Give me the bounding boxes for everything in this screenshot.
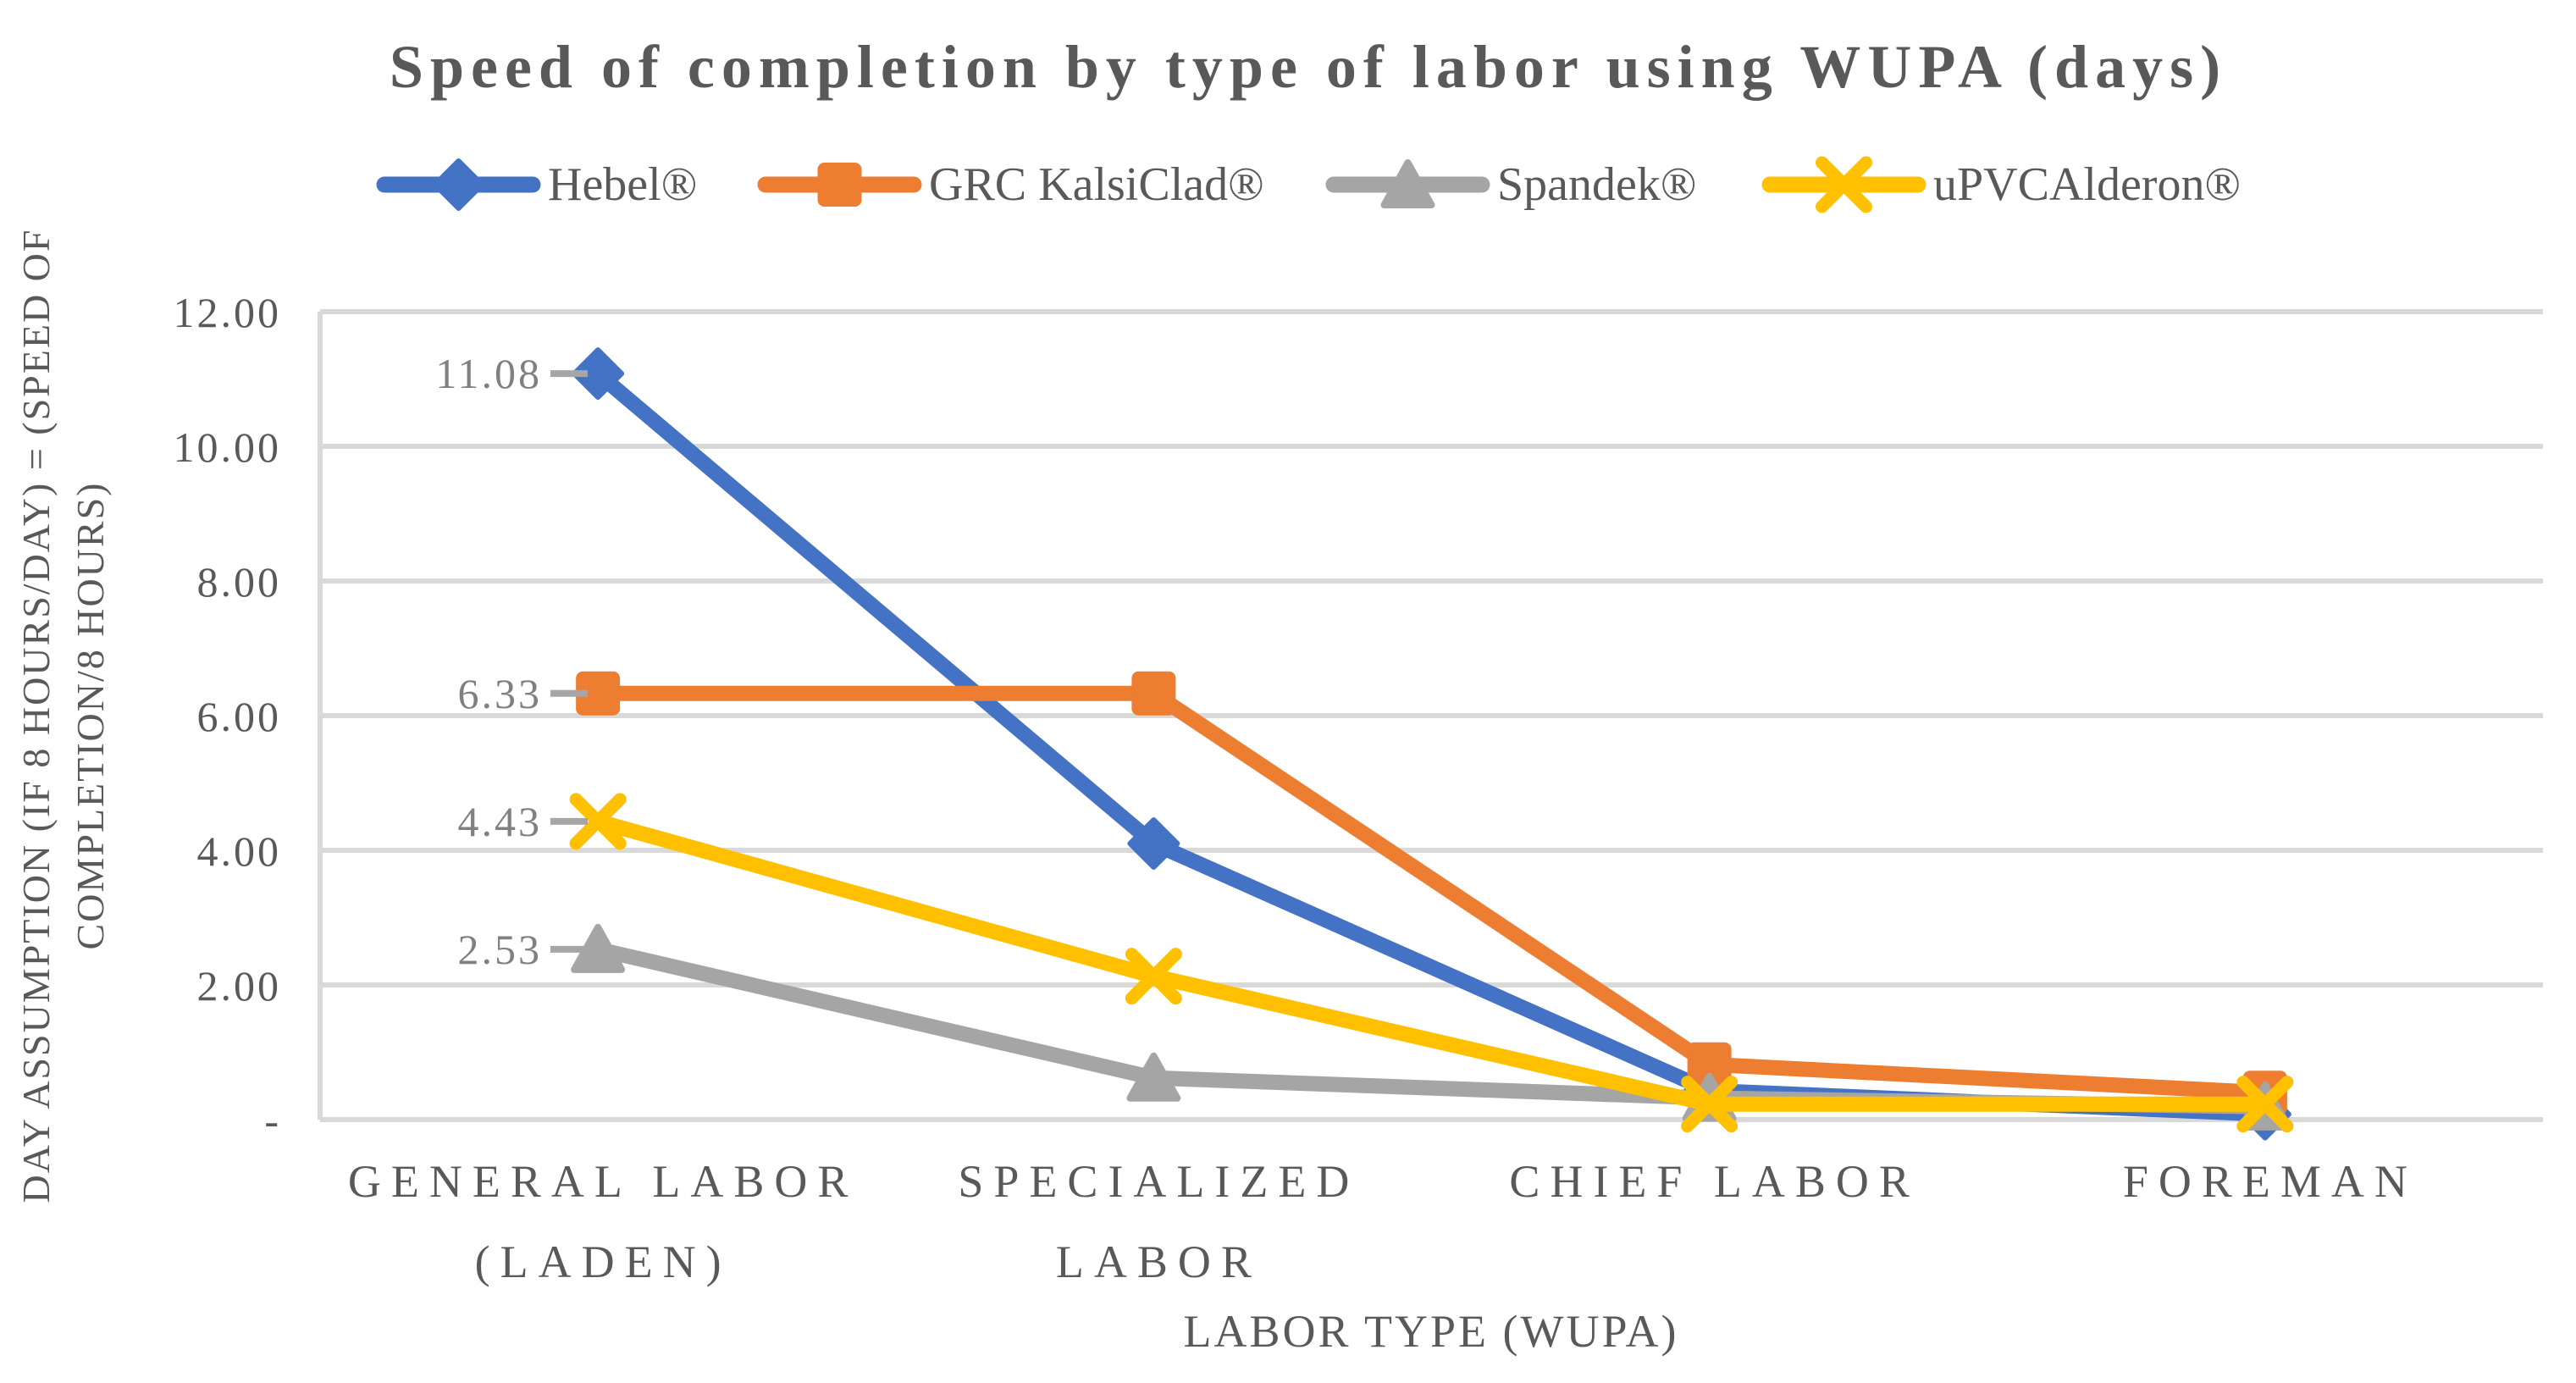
square-marker — [576, 671, 621, 716]
triangle-marker — [1126, 1052, 1181, 1102]
y-tick-label: 4.00 — [197, 827, 282, 875]
data-label: 6.33 — [458, 670, 543, 717]
series-layer — [569, 347, 2294, 1141]
x-category-label: SPECIALIZED — [958, 1156, 1359, 1207]
x-category-label: CHIEF LABOR — [1509, 1156, 1920, 1207]
legend-item-upvcalderon: uPVCAlderon® — [1761, 156, 2241, 213]
data-labels: 11.08 6.33 2.53 4.43 — [435, 350, 588, 973]
legend-item-grckalsiclad: GRC KalsiClad® — [757, 158, 1264, 211]
y-tick-label: - — [264, 1097, 281, 1144]
gridlines — [318, 309, 2543, 1122]
legend-item-hebel: Hebel® — [376, 158, 697, 211]
square-marker — [1131, 671, 1176, 716]
y-axis-tick-labels: 12.00 10.00 8.00 6.00 4.00 2.00 - — [174, 289, 282, 1144]
square-marker — [1687, 1042, 1732, 1087]
legend: Hebel® GRC KalsiClad® Spandek® uPVCAlderon® — [376, 156, 2241, 213]
diamond-marker — [572, 347, 625, 401]
legend-label: Hebel® — [548, 158, 697, 211]
series-line — [590, 813, 2273, 1112]
legend-label: uPVCAlderon® — [1933, 158, 2241, 211]
x-axis-title: LABOR TYPE (WUPA) — [1183, 1306, 1678, 1357]
legend-label: GRC KalsiClad® — [929, 158, 1264, 211]
series-grckalsiclad — [576, 671, 2287, 1115]
y-tick-label: 8.00 — [197, 558, 282, 606]
data-label: 4.43 — [458, 798, 543, 845]
series-line — [590, 685, 2273, 1101]
x-category-label: (LADEN) — [475, 1236, 732, 1287]
y-axis-title-line1: DAY ASSUMPTION (IF 8 HOURS/DAY) = (SPEED… — [14, 229, 58, 1203]
legend-item-spandek: Spandek® — [1325, 158, 1696, 211]
y-axis-title-line2: COMPLETION/8 HOURS) — [69, 482, 112, 950]
y-tick-label: 2.00 — [197, 962, 282, 1010]
x-category-label: FOREMAN — [2123, 1156, 2418, 1207]
data-label: 11.08 — [435, 350, 542, 397]
x-category-label: LABOR — [1056, 1236, 1262, 1287]
x-axis-category-labels: GENERAL LABOR (LADEN) SPECIALIZED LABOR CHIE… — [348, 1156, 2418, 1287]
diamond-marker — [1127, 817, 1180, 871]
y-tick-label: 6.00 — [197, 693, 282, 740]
triangle-marker — [1380, 159, 1435, 208]
x-marker — [1125, 948, 1182, 1005]
diamond-marker — [432, 158, 485, 211]
x-category-label: GENERAL LABOR — [348, 1156, 858, 1207]
x-marker — [1681, 1076, 1739, 1133]
x-marker — [1816, 156, 1872, 213]
y-tick-label: 10.00 — [174, 423, 282, 471]
x-marker — [569, 793, 627, 850]
square-marker — [817, 163, 862, 207]
chart-title: Speed of completion by type of labor usi… — [390, 33, 2227, 101]
x-marker — [2236, 1076, 2294, 1133]
data-label: 2.53 — [458, 926, 543, 973]
legend-label: Spandek® — [1497, 158, 1696, 211]
series-hebel — [572, 347, 2291, 1141]
y-tick-label: 12.00 — [174, 289, 282, 336]
series-upvcalderon — [569, 793, 2294, 1133]
